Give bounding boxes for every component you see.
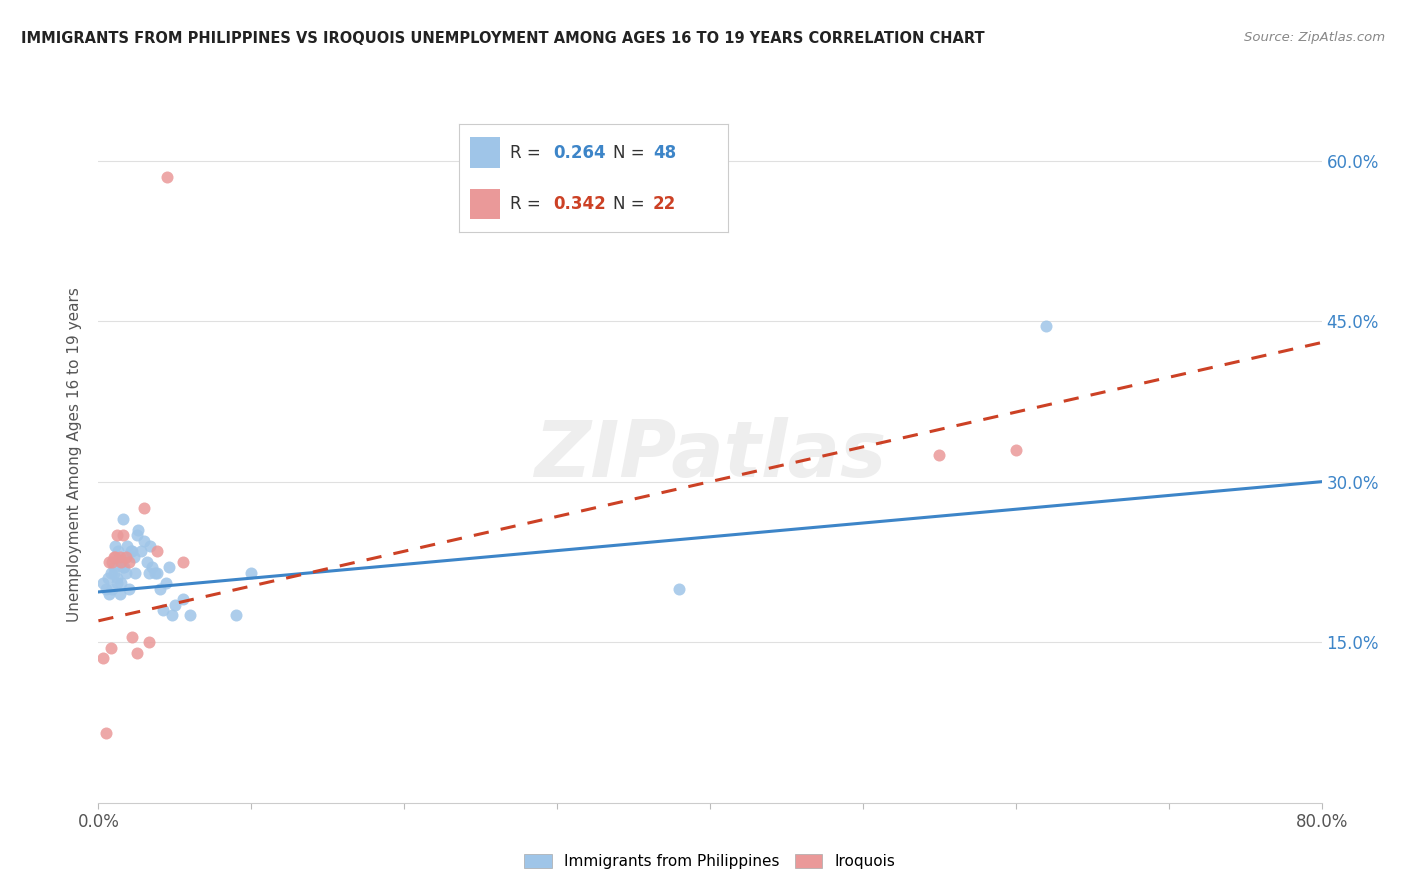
Point — [94, 726, 117, 740]
Point — [97, 571, 120, 585]
Text: N =: N = — [613, 194, 650, 212]
Point — [138, 566, 160, 580]
Point — [125, 528, 148, 542]
Point — [172, 555, 194, 569]
Point — [108, 549, 131, 564]
Point — [91, 576, 114, 591]
Point — [101, 555, 124, 569]
Point — [143, 566, 166, 580]
Point — [100, 566, 122, 580]
Point — [104, 539, 127, 553]
Text: R =: R = — [510, 144, 547, 162]
Y-axis label: Unemployment Among Ages 16 to 19 years: Unemployment Among Ages 16 to 19 years — [67, 287, 83, 623]
Text: ZIPatlas: ZIPatlas — [534, 417, 886, 493]
Point — [179, 608, 201, 623]
Point — [91, 651, 114, 665]
Point — [172, 592, 194, 607]
Text: R =: R = — [510, 194, 547, 212]
Point — [152, 603, 174, 617]
Point — [107, 544, 129, 558]
Point — [157, 560, 180, 574]
Point — [110, 555, 132, 569]
Text: N =: N = — [613, 144, 650, 162]
Point — [134, 533, 156, 548]
Point — [129, 544, 152, 558]
Point — [125, 646, 148, 660]
Text: 0.342: 0.342 — [554, 194, 606, 212]
Text: 48: 48 — [652, 144, 676, 162]
Point — [136, 555, 159, 569]
Text: Source: ZipAtlas.com: Source: ZipAtlas.com — [1244, 31, 1385, 45]
Point — [101, 582, 124, 596]
Point — [145, 566, 167, 580]
Point — [127, 523, 149, 537]
Point — [105, 576, 128, 591]
Point — [1004, 442, 1026, 457]
Point — [118, 582, 141, 596]
Point — [110, 576, 132, 591]
Text: IMMIGRANTS FROM PHILIPPINES VS IROQUOIS UNEMPLOYMENT AMONG AGES 16 TO 19 YEARS C: IMMIGRANTS FROM PHILIPPINES VS IROQUOIS … — [21, 31, 984, 46]
Point — [121, 630, 143, 644]
Point — [105, 528, 128, 542]
Point — [160, 608, 183, 623]
Point — [122, 549, 145, 564]
Point — [124, 566, 146, 580]
Point — [240, 566, 263, 580]
Point — [112, 560, 135, 574]
Point — [103, 566, 125, 580]
Point — [103, 549, 125, 564]
Point — [156, 169, 179, 184]
Bar — [470, 189, 499, 219]
Point — [117, 539, 139, 553]
Text: 0.264: 0.264 — [554, 144, 606, 162]
Point — [98, 587, 121, 601]
Point — [149, 582, 172, 596]
Point — [100, 640, 122, 655]
Point — [121, 544, 143, 558]
Point — [98, 555, 121, 569]
Point — [104, 549, 127, 564]
Text: 22: 22 — [652, 194, 676, 212]
Point — [163, 598, 186, 612]
Point — [94, 582, 117, 596]
Point — [120, 544, 142, 558]
Point — [108, 587, 131, 601]
Point — [145, 544, 167, 558]
Point — [668, 582, 690, 596]
Point — [105, 571, 128, 585]
Point — [111, 512, 134, 526]
Point — [118, 555, 141, 569]
Point — [928, 448, 950, 462]
Point — [115, 549, 138, 564]
Point — [111, 560, 134, 574]
Point — [115, 566, 138, 580]
Point — [138, 635, 160, 649]
Point — [1035, 319, 1057, 334]
Bar — [470, 137, 499, 168]
Point — [225, 608, 247, 623]
Point — [141, 560, 163, 574]
Point — [103, 560, 125, 574]
Point — [139, 539, 162, 553]
Point — [134, 501, 156, 516]
Point — [115, 549, 138, 564]
Point — [155, 576, 177, 591]
Legend: Immigrants from Philippines, Iroquois: Immigrants from Philippines, Iroquois — [519, 848, 901, 875]
Point — [111, 528, 134, 542]
Point — [108, 555, 131, 569]
